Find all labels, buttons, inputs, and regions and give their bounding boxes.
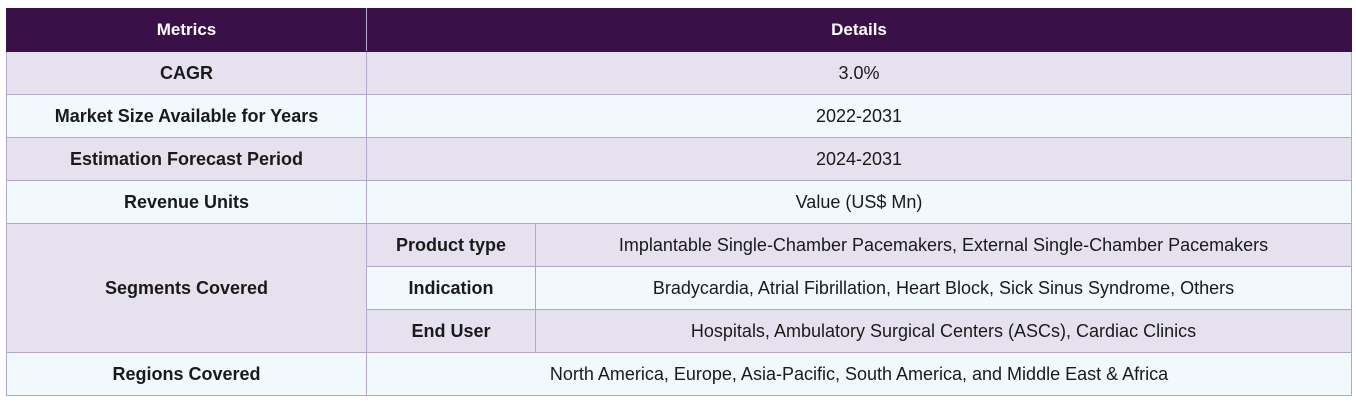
segment-name-product-type: Product type [366,223,536,267]
table-row: CAGR 3.0% [6,51,1352,95]
row-label-regions: Regions Covered [6,352,367,396]
row-value-forecast: 2024-2031 [366,137,1352,181]
table-row: Revenue Units Value (US$ Mn) [6,180,1352,224]
row-label-forecast: Estimation Forecast Period [6,137,367,181]
header-details: Details [366,8,1352,52]
table-row: Market Size Available for Years 2022-203… [6,94,1352,138]
row-value-regions: North America, Europe, Asia-Pacific, Sou… [366,352,1352,396]
table-row: End User Hospitals, Ambulatory Surgical … [7,309,1352,353]
segment-value-end-user: Hospitals, Ambulatory Surgical Centers (… [535,309,1352,353]
table-header-row: Metrics Details [6,8,1352,52]
row-label-segments: Segments Covered [6,223,367,353]
segment-value-indication: Bradycardia, Atrial Fibrillation, Heart … [535,266,1352,310]
row-label-cagr: CAGR [6,51,367,95]
table-row: Segments Covered Product type Implantabl… [6,223,1352,353]
header-metrics: Metrics [6,8,367,52]
segment-value-product-type: Implantable Single-Chamber Pacemakers, E… [535,223,1352,267]
row-label-market-size: Market Size Available for Years [6,94,367,138]
metrics-table-container: Metrics Details CAGR 3.0% Market Size Av… [6,8,1352,396]
table-row: Indication Bradycardia, Atrial Fibrillat… [7,266,1352,310]
row-label-revenue: Revenue Units [6,180,367,224]
table-row: Estimation Forecast Period 2024-2031 [6,137,1352,181]
row-value-market-size: 2022-2031 [366,94,1352,138]
table-row: Regions Covered North America, Europe, A… [6,352,1352,396]
segment-name-indication: Indication [366,266,536,310]
row-value-cagr: 3.0% [366,51,1352,95]
metrics-table: Metrics Details CAGR 3.0% Market Size Av… [6,8,1352,396]
row-value-revenue: Value (US$ Mn) [366,180,1352,224]
segment-name-end-user: End User [366,309,536,353]
